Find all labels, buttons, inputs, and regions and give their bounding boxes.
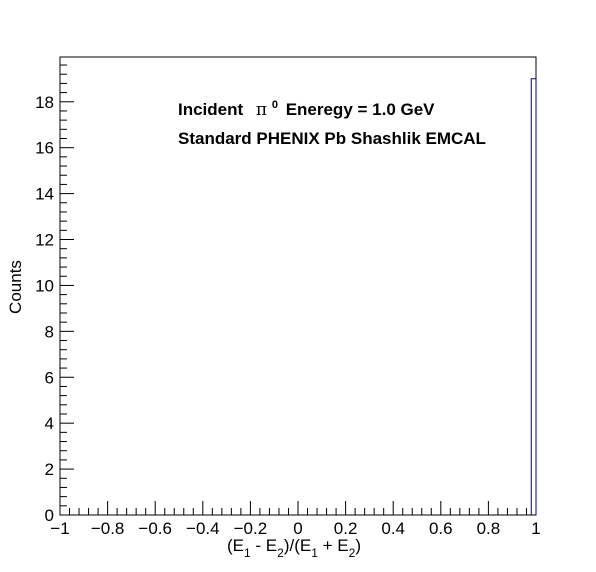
annotation-line2: Standard PHENIX Pb Shashlik EMCAL — [178, 129, 486, 148]
x-tick-label: −0.2 — [234, 519, 268, 538]
x-tick-label: 0 — [293, 519, 302, 538]
x-tick-label: −0.4 — [186, 519, 220, 538]
x-tick-label: 0.8 — [477, 519, 501, 538]
x-tick-label: 1 — [531, 519, 540, 538]
x-tick-label: −0.8 — [91, 519, 125, 538]
y-tick-label: 4 — [45, 414, 54, 433]
y-tick-label: 10 — [35, 276, 54, 295]
histogram-bin — [530, 78, 537, 515]
y-tick-label: 2 — [45, 460, 54, 479]
annotation-superscript: 0 — [272, 99, 278, 111]
annotation-suffix: Eneregy = 1.0 GeV — [286, 100, 435, 119]
x-axis-label: (E1 - E2)/(E1 + E2) — [227, 536, 361, 560]
annotation-prefix: Incident — [178, 100, 244, 119]
histogram-bins — [530, 78, 537, 515]
y-tick-label: 18 — [35, 93, 54, 112]
pi-symbol: π — [256, 100, 267, 120]
x-tick-labels: −1 −0.8 −0.6 −0.4 −0.2 0 0.2 0.4 0.6 0.8 1 — [50, 519, 540, 538]
y-axis-ticks — [60, 64, 74, 516]
y-tick-label: 0 — [45, 506, 54, 525]
y-tick-label: 16 — [35, 139, 54, 158]
y-tick-label: 12 — [35, 231, 54, 250]
annotation-line1: Incident π 0 Eneregy = 1.0 GeV — [178, 93, 435, 120]
x-tick-label: 0.6 — [429, 519, 453, 538]
y-tick-label: 14 — [35, 185, 54, 204]
y-tick-label: 8 — [45, 322, 54, 341]
x-tick-label: 0.2 — [334, 519, 358, 538]
y-axis-label: Counts — [6, 260, 25, 314]
y-tick-label: 6 — [45, 368, 54, 387]
x-tick-label: 0.4 — [381, 519, 405, 538]
x-tick-label: −0.6 — [138, 519, 172, 538]
x-axis-ticks — [59, 501, 537, 515]
y-tick-labels: 0 2 4 6 8 10 12 14 16 18 — [35, 93, 54, 525]
x-tick-label: −1 — [50, 519, 69, 538]
plot-frame — [59, 56, 537, 516]
